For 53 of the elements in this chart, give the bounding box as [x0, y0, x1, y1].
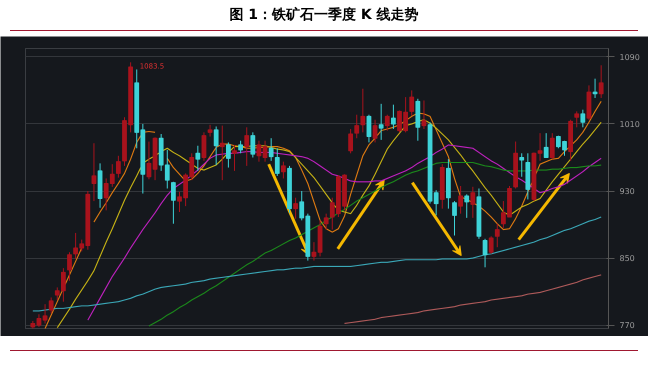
- candlestick: [244, 126, 250, 166]
- candlestick: [580, 109, 586, 128]
- line-series: [148, 162, 602, 327]
- candlestick: [390, 104, 396, 130]
- candlestick: [324, 213, 329, 230]
- candlestick: [422, 100, 426, 130]
- candlestick: [195, 145, 200, 172]
- candlestick: [67, 252, 72, 282]
- candlestick: [354, 114, 360, 139]
- candlestick: [494, 223, 500, 248]
- candlestick: [409, 90, 414, 116]
- candlestick: [348, 128, 354, 154]
- candlestick: [232, 144, 237, 172]
- candlestick: [598, 64, 604, 98]
- candlestick: [208, 124, 212, 138]
- candlestick: [274, 148, 280, 176]
- candlestick: [280, 161, 286, 179]
- candlestick: [592, 78, 598, 98]
- candlestick: [170, 181, 176, 224]
- candlestick: [48, 296, 54, 314]
- candlestick: [574, 110, 580, 128]
- y-tick-label: 1090: [620, 52, 640, 62]
- y-tick-label: 770: [620, 321, 635, 330]
- candlestick: [452, 200, 457, 236]
- candlestick: [482, 238, 488, 268]
- candlestick: [238, 140, 244, 154]
- candlestick: [488, 236, 494, 254]
- candlestick: [226, 142, 231, 168]
- candlestick: [464, 194, 470, 218]
- candlestick: [92, 142, 96, 202]
- line-series: [344, 274, 602, 324]
- candlestick: [116, 155, 121, 178]
- candlestick: [470, 186, 476, 218]
- candlestick: [202, 132, 206, 162]
- candlestick: [250, 132, 256, 158]
- y-tick-label: 930: [620, 187, 635, 196]
- candlestick: [293, 197, 298, 220]
- candlestick: [384, 114, 390, 132]
- candlestick: [544, 132, 549, 158]
- candlestick: [378, 103, 384, 140]
- candlestick: [366, 114, 372, 143]
- candlestick: [268, 138, 274, 162]
- candlestick: [372, 119, 378, 143]
- candlestick: [214, 126, 219, 166]
- chart-title: 图 1：铁矿石一季度 K 线走势: [229, 6, 419, 25]
- candlestick: [220, 125, 225, 181]
- candlestick: [360, 88, 366, 133]
- y-tick-label: 850: [620, 254, 635, 264]
- candlestick: [550, 132, 555, 160]
- candlestick: [519, 152, 524, 178]
- candlestick: [458, 185, 464, 214]
- line-series: [32, 216, 602, 312]
- y-tick-label: 1010: [620, 120, 640, 129]
